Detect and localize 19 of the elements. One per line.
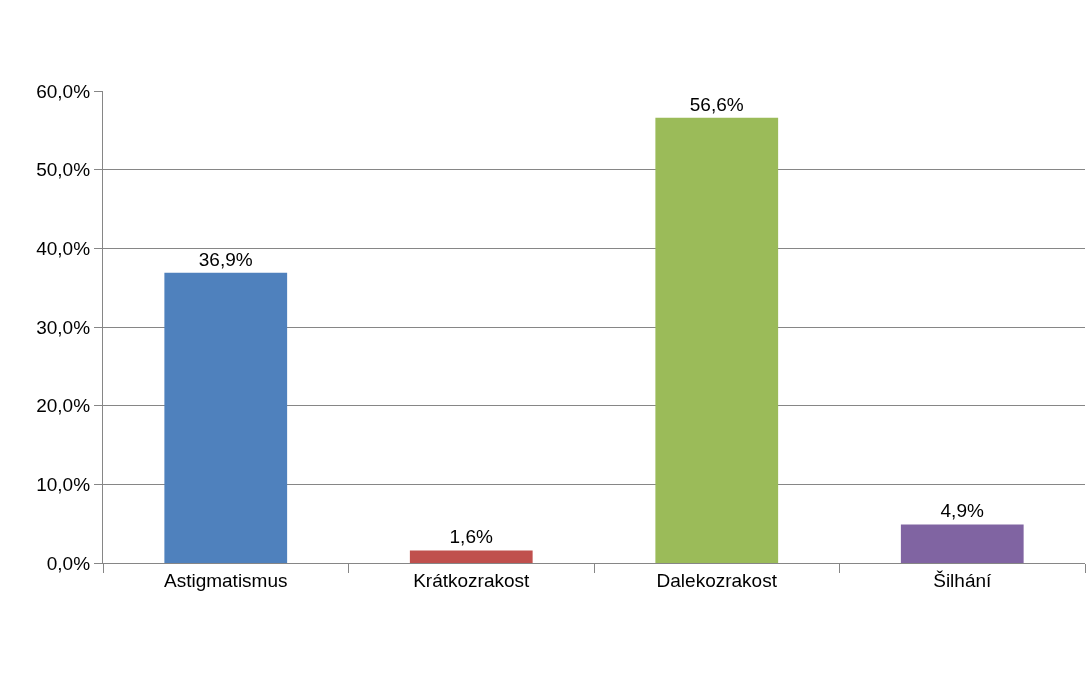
bar [900, 524, 1024, 563]
bar [655, 117, 779, 563]
x-tick-label: Dalekozrakost [656, 569, 778, 591]
y-tick-label: 20,0% [36, 395, 91, 417]
y-tick-label: 60,0% [36, 80, 91, 102]
y-tick-label: 50,0% [36, 159, 91, 181]
y-tick-label: 0,0% [46, 552, 91, 574]
y-tick-label: 10,0% [36, 473, 91, 495]
data-label: 1,6% [449, 526, 493, 548]
data-label: 36,9% [198, 248, 253, 270]
bar [409, 550, 533, 563]
bar [164, 272, 288, 563]
x-tick-label: Astigmatismus [163, 569, 288, 591]
y-tick-label: 40,0% [36, 237, 91, 259]
y-tick-label: 30,0% [36, 316, 91, 338]
x-tick-label: Šilhání [933, 569, 993, 591]
data-label: 4,9% [940, 500, 984, 522]
data-label: 56,6% [689, 93, 744, 115]
x-tick-label: Krátkozrakost [413, 569, 531, 591]
